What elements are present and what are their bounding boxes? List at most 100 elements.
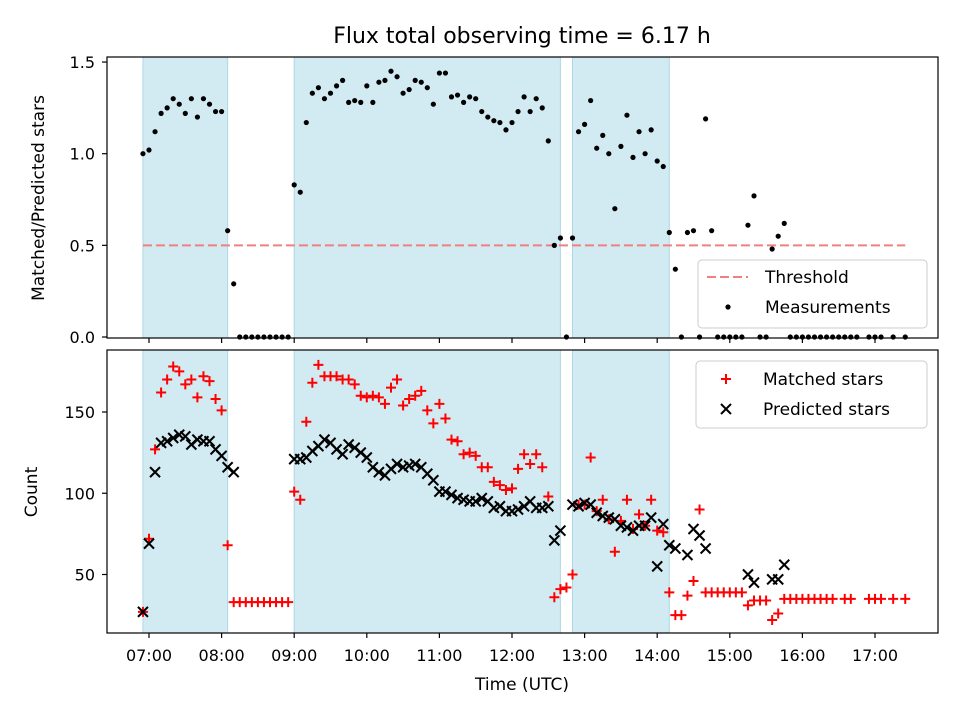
measurement-point [448, 94, 455, 100]
measurement-point [569, 235, 576, 241]
measurement-point [388, 68, 394, 74]
measurement-point [255, 334, 261, 340]
count-panel-band-2 [572, 349, 670, 634]
matched-star-marker [561, 582, 572, 593]
count-x-tick-label: 12:00 [489, 646, 535, 665]
predicted-star-marker [427, 474, 440, 486]
matched-star-marker [210, 394, 221, 404]
matched-star-marker [597, 494, 608, 505]
predicted-star-marker [149, 466, 161, 478]
matched-star-marker [174, 366, 185, 377]
matched-star-marker [373, 392, 384, 403]
matched-star-marker [482, 462, 493, 473]
measurement-point [703, 116, 709, 122]
measurement-point [594, 145, 600, 151]
predicted-star-marker [373, 466, 385, 478]
matched-star-marker [519, 449, 530, 460]
matched-star-marker [585, 452, 596, 463]
legend-measurement-swatch [725, 304, 731, 310]
measurement-point [491, 118, 497, 124]
matched-star-marker [434, 398, 445, 409]
measurement-point [642, 151, 648, 157]
measurement-point [188, 96, 194, 102]
measurement-point [636, 129, 642, 135]
measurement-point [140, 151, 146, 157]
matched-star-marker [676, 610, 687, 621]
matched-star-marker [410, 390, 421, 401]
matched-star-marker [537, 462, 548, 473]
ratio-panel-band-1 [293, 56, 561, 339]
predicted-star-marker [699, 542, 712, 555]
measurement-point [563, 334, 570, 340]
measurement-point [249, 334, 255, 340]
predicted-star-marker [179, 430, 192, 443]
count-x-tick-label: 16:00 [779, 646, 825, 665]
matched-star-marker [216, 405, 227, 416]
matched-star-marker [458, 449, 469, 460]
matched-star-marker [398, 400, 409, 411]
count-y-tick-label: 150 [64, 403, 95, 422]
predicted-star-marker [663, 539, 676, 551]
matched-star-marker [464, 447, 475, 458]
count-panel: 50 100 150 07:00 08:00 09:00 10:00 11:00 12:00 13… [22, 349, 939, 695]
measurement-point [340, 77, 346, 83]
matched-star-marker [721, 374, 731, 384]
matched-star-marker [156, 387, 167, 398]
predicted-star-marker [409, 458, 421, 470]
measurement-point [836, 334, 842, 340]
matched-star-marker [742, 600, 753, 611]
measurement-point [358, 99, 364, 105]
legend-predicted-label: Predicted stars [763, 400, 890, 420]
measurement-point [817, 334, 824, 340]
predicted-star-marker [693, 529, 706, 542]
measurement-point [303, 119, 309, 126]
predicted-star-marker [572, 500, 585, 512]
matched-star-marker [361, 392, 372, 403]
measurement-point [394, 74, 400, 80]
matched-star-marker [204, 376, 215, 387]
matched-star-marker [349, 379, 360, 390]
matched-star-marker [525, 459, 536, 469]
predicted-star-marker [476, 492, 488, 504]
measurement-point [291, 182, 297, 188]
matched-star-marker [549, 592, 560, 603]
count-panel-frame [106, 349, 939, 634]
predicted-star-marker [439, 485, 452, 498]
predicted-star-marker [361, 451, 373, 464]
measurement-point [557, 235, 564, 241]
predicted-star-marker [548, 534, 561, 547]
matched-star-marker [609, 546, 620, 557]
matched-star-marker [295, 494, 306, 505]
matched-star-marker [301, 416, 312, 427]
measurement-point [684, 229, 691, 236]
measurement-point [352, 97, 358, 104]
measurement-point [715, 334, 721, 340]
matched-star-marker [386, 382, 396, 393]
matched-star-marker [404, 394, 415, 404]
matched-star-marker [162, 374, 173, 385]
ratio-y-tick-label: 0.5 [70, 236, 95, 255]
measurement-point [709, 228, 715, 234]
measurement-point [805, 334, 812, 340]
predicted-star-marker [167, 432, 179, 444]
matched-star-marker [652, 525, 663, 536]
matched-star-marker [876, 593, 887, 604]
measurement-point [733, 334, 739, 340]
measurement-point [539, 105, 545, 111]
predicted-star-marker [621, 521, 633, 534]
measurement-point [600, 132, 606, 138]
measurement-point [485, 114, 491, 120]
measurement-point [678, 334, 685, 340]
predicted-star-marker [669, 542, 682, 555]
predicted-star-marker [512, 503, 524, 516]
measurement-point [763, 334, 769, 340]
measurement-point [830, 334, 836, 340]
predicted-star-marker [445, 489, 458, 501]
measurement-point [509, 119, 515, 126]
predicted-star-marker [469, 495, 482, 508]
ratio-panel-band-0 [142, 56, 229, 339]
measurement-point [696, 334, 703, 340]
predicted-star-marker [639, 520, 651, 532]
matched-star-marker [222, 540, 233, 551]
measurement-point [479, 108, 485, 115]
